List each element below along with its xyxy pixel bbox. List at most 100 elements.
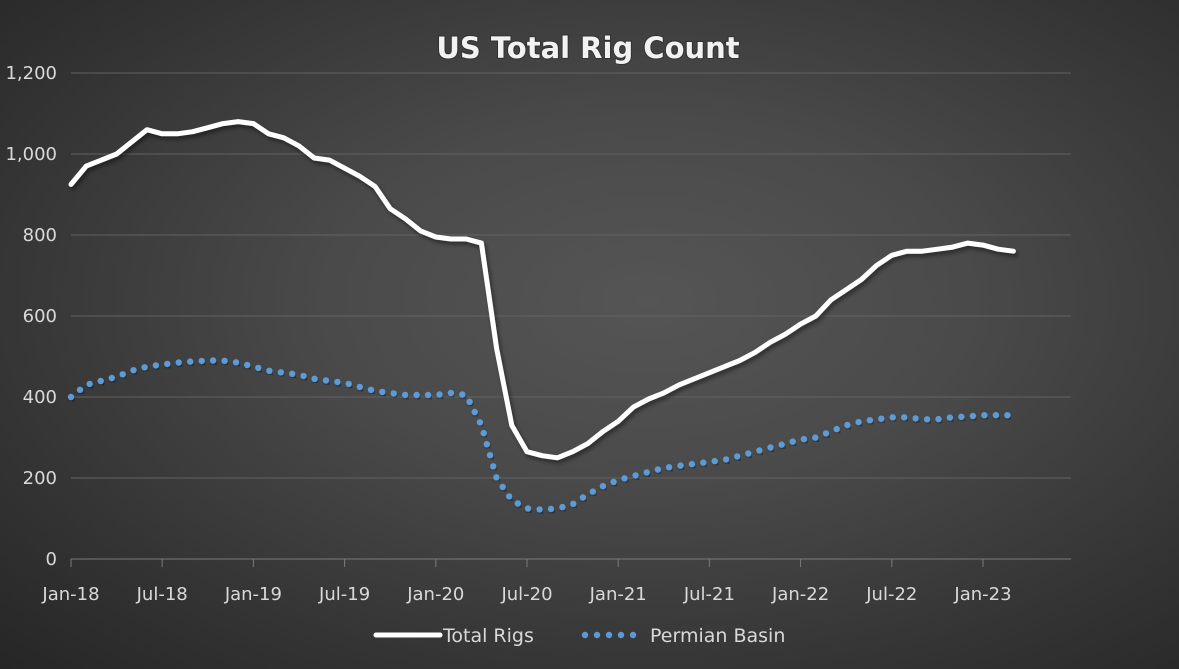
legend-dot: [593, 631, 601, 639]
permian-basin-dot: [436, 391, 443, 398]
permian-basin-dot: [367, 386, 375, 393]
permian-basin-dot: [734, 453, 741, 460]
permian-basin-dot: [413, 391, 420, 399]
permian-basin-dot: [506, 493, 513, 500]
permian-basin-dot: [812, 434, 819, 441]
permian-basin-dot: [76, 386, 84, 393]
permian-basin-dot: [570, 500, 577, 507]
permian-basin-dot: [632, 472, 639, 479]
x-tick-label: Jul-19: [318, 584, 370, 605]
permian-basin-dot: [1004, 412, 1011, 419]
legend-dot: [581, 631, 589, 639]
x-tick-label: Jul-21: [683, 584, 735, 605]
permian-basin-dot: [322, 377, 330, 384]
permian-basin-dot: [255, 364, 262, 372]
legend-dot: [629, 631, 637, 639]
permian-basin-dot: [778, 441, 785, 448]
permian-basin-dot: [289, 370, 296, 377]
permian-basin-dot: [86, 380, 93, 388]
permian-basin-dot: [833, 425, 840, 433]
legend-label-permian-basin: Permian Basin: [650, 625, 785, 647]
series-permian-basin: [67, 357, 1011, 513]
permian-basin-dot: [665, 464, 673, 471]
permian-basin-dot: [610, 478, 617, 486]
y-tick-label: 400: [23, 387, 57, 408]
series-total-rigs: [68, 119, 1016, 461]
x-tick-label: Jul-18: [136, 584, 188, 605]
x-tick-label: Jul-20: [500, 584, 552, 605]
permian-basin-dot: [67, 393, 75, 401]
permian-basin-dot: [700, 459, 707, 466]
permian-basin-dot: [232, 359, 240, 366]
permian-basin-dot: [992, 412, 1000, 419]
permian-basin-dot: [244, 361, 251, 369]
permian-basin-dot: [589, 488, 596, 495]
permian-basin-dot: [677, 462, 684, 469]
permian-basin-dot: [654, 466, 662, 473]
permian-basin-dot: [187, 358, 194, 365]
permian-basin-dot: [356, 383, 363, 391]
permian-basin-dot: [514, 500, 521, 507]
permian-basin-dot: [722, 456, 730, 463]
permian-basin-dot: [459, 391, 466, 398]
permian-basin-dot: [141, 364, 148, 371]
permian-basin-dot: [447, 389, 455, 397]
permian-basin-dot: [209, 357, 217, 364]
permian-basin-dot: [476, 419, 484, 426]
permian-basin-dot: [579, 494, 587, 501]
y-axis-ticks: 0 200 400 600 800 1,000 1,200: [5, 63, 57, 570]
gridlines: [71, 72, 1071, 560]
permian-basin-dot: [981, 412, 988, 419]
permian-basin-dot: [745, 450, 752, 457]
permian-basin-dot: [300, 372, 307, 380]
permian-basin-dot: [969, 412, 977, 420]
permian-basin-dot: [559, 503, 566, 511]
permian-basin-dot: [221, 357, 228, 364]
permian-basin-dot: [912, 415, 919, 422]
permian-basin-dot: [424, 391, 432, 399]
permian-basin-dot: [946, 414, 954, 421]
legend-dot: [617, 631, 625, 639]
permian-basin-dot: [789, 438, 796, 445]
permian-basin-dot: [493, 474, 500, 481]
x-tick-label: Jan-23: [953, 584, 1011, 605]
permian-basin-dot: [878, 415, 885, 422]
permian-basin-dot: [152, 362, 160, 369]
x-tick-label: Jan-22: [771, 584, 829, 605]
permian-basin-dot: [822, 430, 830, 437]
permian-basin-dot: [345, 380, 352, 388]
permian-basin-dot: [108, 374, 116, 382]
x-tick-label: Jul-22: [865, 584, 917, 605]
legend-swatch-permian-basin: [581, 631, 637, 639]
permian-basin-dot: [889, 414, 896, 421]
permian-basin-dot: [379, 388, 386, 396]
permian-basin-dot: [480, 429, 487, 437]
permian-basin-dot: [311, 375, 318, 382]
permian-basin-dot: [901, 414, 908, 421]
total-rigs-line: [68, 119, 1016, 461]
y-tick-label: 800: [23, 225, 57, 246]
permian-basin-dot: [499, 483, 506, 491]
y-tick-label: 1,000: [5, 144, 57, 165]
permian-basin-dot: [471, 408, 478, 416]
permian-basin-dot: [621, 475, 628, 482]
x-tick-label: Jan-19: [224, 584, 282, 605]
permian-basin-dot: [198, 357, 205, 365]
permian-basin-dot: [643, 469, 650, 476]
permian-basin-dot: [767, 444, 774, 451]
permian-basin-dot: [958, 413, 965, 420]
x-axis: Jan-18 Jul-18 Jan-19 Jul-19 Jan-20 Jul-20 Jan-…: [41, 559, 1012, 605]
permian-basin-dot: [866, 417, 874, 424]
permian-basin-dot: [935, 415, 942, 423]
permian-basin-dot: [266, 367, 273, 374]
x-tick-label: Jan-21: [589, 584, 647, 605]
permian-basin-dot: [401, 391, 409, 399]
permian-basin-dot: [483, 441, 490, 448]
y-tick-label: 200: [23, 468, 57, 489]
permian-basin-dot: [800, 435, 808, 443]
permian-basin-dot: [486, 452, 494, 459]
legend: Total Rigs Permian Basin: [373, 625, 785, 647]
permian-basin-dot: [277, 369, 284, 376]
